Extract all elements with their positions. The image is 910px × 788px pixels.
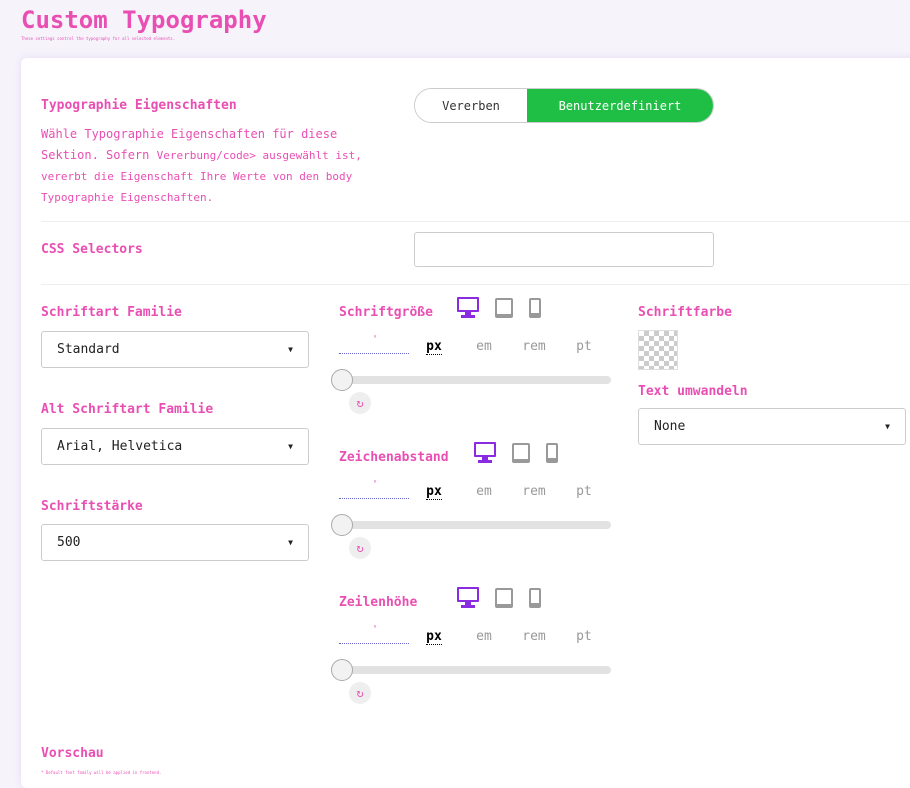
unit-rem[interactable]: rem xyxy=(509,484,559,499)
unit-label: px xyxy=(426,338,442,355)
line-height-reset-button[interactable]: ↻ xyxy=(349,682,371,704)
divider xyxy=(41,284,910,285)
unit-label: pt xyxy=(576,628,592,644)
tablet-icon[interactable] xyxy=(494,297,514,323)
font-color-label: Schriftfarbe xyxy=(638,305,732,320)
font-family-value: Standard xyxy=(57,342,120,357)
font-size-label: Schriftgröße xyxy=(339,305,433,320)
desktop-icon[interactable] xyxy=(456,585,480,613)
text-transform-label: Text umwandeln xyxy=(638,384,748,399)
line-height-units: px em rem pt xyxy=(339,624,609,645)
page-subtitle: These settings control the typography fo… xyxy=(21,36,176,41)
preview-label: Vorschau xyxy=(41,746,104,761)
chevron-down-icon: ▼ xyxy=(288,345,293,354)
unit-label: pt xyxy=(576,338,592,354)
font-color-picker[interactable] xyxy=(638,330,678,370)
toggle-custom[interactable]: Benutzerdefiniert xyxy=(527,89,713,122)
unit-pt[interactable]: pt xyxy=(559,339,609,354)
font-weight-label: Schriftstärke xyxy=(41,499,143,514)
alt-font-family-select[interactable]: Arial, Helvetica ▼ xyxy=(41,428,309,465)
tablet-icon[interactable] xyxy=(511,442,531,468)
slider-handle[interactable] xyxy=(331,369,353,391)
letter-spacing-value-input[interactable] xyxy=(339,479,409,499)
font-size-slider[interactable] xyxy=(331,369,611,391)
line-height-label: Zeilenhöhe xyxy=(339,595,418,610)
unit-label: px xyxy=(426,628,442,645)
text-transform-value: None xyxy=(654,419,686,434)
desktop-icon[interactable] xyxy=(473,440,497,468)
props-description: Wähle Typographie Eigenschaften für dies… xyxy=(41,124,381,208)
letter-spacing-devices xyxy=(473,440,559,468)
text-transform-select[interactable]: None ▼ xyxy=(638,408,906,445)
tablet-icon[interactable] xyxy=(494,587,514,613)
letter-spacing-units: px em rem pt xyxy=(339,479,609,500)
unit-pt[interactable]: pt xyxy=(559,629,609,644)
page-title: Custom Typography xyxy=(21,6,267,34)
unit-label: em xyxy=(476,628,492,644)
desc-code: Vererbung/code> ausgewählt xyxy=(156,149,329,162)
reset-icon: ↻ xyxy=(356,541,364,555)
unit-label: em xyxy=(476,483,492,499)
font-size-value-input[interactable] xyxy=(339,334,409,354)
letter-spacing-label: Zeichenabstand xyxy=(339,450,449,465)
font-size-reset-button[interactable]: ↻ xyxy=(349,392,371,414)
typography-card: Typographie Eigenschaften Wähle Typograp… xyxy=(21,58,910,788)
chevron-down-icon: ▼ xyxy=(288,538,293,547)
unit-rem[interactable]: rem xyxy=(509,629,559,644)
props-label: Typographie Eigenschaften xyxy=(41,98,237,113)
unit-px[interactable]: px xyxy=(409,338,459,355)
reset-icon: ↻ xyxy=(356,396,364,410)
css-selectors-label: CSS Selectors xyxy=(41,242,143,257)
line-height-slider[interactable] xyxy=(331,659,611,681)
toggle-inherit[interactable]: Vererben xyxy=(415,89,527,122)
desc-text-2: ist, vererbt die Eigenschaft Ihre Werte … xyxy=(41,149,362,204)
font-size-units: px em rem pt xyxy=(339,334,609,355)
unit-label: rem xyxy=(522,338,546,354)
unit-label: rem xyxy=(522,628,546,644)
font-weight-select[interactable]: 500 ▼ xyxy=(41,524,309,561)
font-family-select[interactable]: Standard ▼ xyxy=(41,331,309,368)
reset-icon: ↻ xyxy=(356,686,364,700)
unit-label: em xyxy=(476,338,492,354)
unit-em[interactable]: em xyxy=(459,629,509,644)
letter-spacing-reset-button[interactable]: ↻ xyxy=(349,537,371,559)
desc-text: Wähle Typographie Eigenschaften für dies… xyxy=(41,127,338,162)
font-family-label: Schriftart Familie xyxy=(41,305,182,320)
line-height-devices xyxy=(456,585,542,613)
slider-handle[interactable] xyxy=(331,659,353,681)
unit-em[interactable]: em xyxy=(459,484,509,499)
mobile-icon[interactable] xyxy=(545,442,559,468)
unit-rem[interactable]: rem xyxy=(509,339,559,354)
desktop-icon[interactable] xyxy=(456,295,480,323)
unit-label: rem xyxy=(522,483,546,499)
unit-px[interactable]: px xyxy=(409,628,459,645)
chevron-down-icon: ▼ xyxy=(288,442,293,451)
mobile-icon[interactable] xyxy=(528,297,542,323)
unit-pt[interactable]: pt xyxy=(559,484,609,499)
line-height-value-input[interactable] xyxy=(339,624,409,644)
alt-font-family-label: Alt Schriftart Familie xyxy=(41,402,214,417)
unit-px[interactable]: px xyxy=(409,483,459,500)
preview-note: * Default font family will be applied in… xyxy=(41,770,162,775)
slider-handle[interactable] xyxy=(331,514,353,536)
inherit-toggle: Vererben Benutzerdefiniert xyxy=(414,88,714,123)
divider xyxy=(41,221,910,222)
unit-em[interactable]: em xyxy=(459,339,509,354)
font-weight-value: 500 xyxy=(57,535,81,550)
font-size-devices xyxy=(456,295,542,323)
mobile-icon[interactable] xyxy=(528,587,542,613)
unit-label: px xyxy=(426,483,442,500)
letter-spacing-slider[interactable] xyxy=(331,514,611,536)
css-selectors-input[interactable] xyxy=(414,232,714,267)
unit-label: pt xyxy=(576,483,592,499)
alt-font-family-value: Arial, Helvetica xyxy=(57,439,183,454)
chevron-down-icon: ▼ xyxy=(885,422,890,431)
